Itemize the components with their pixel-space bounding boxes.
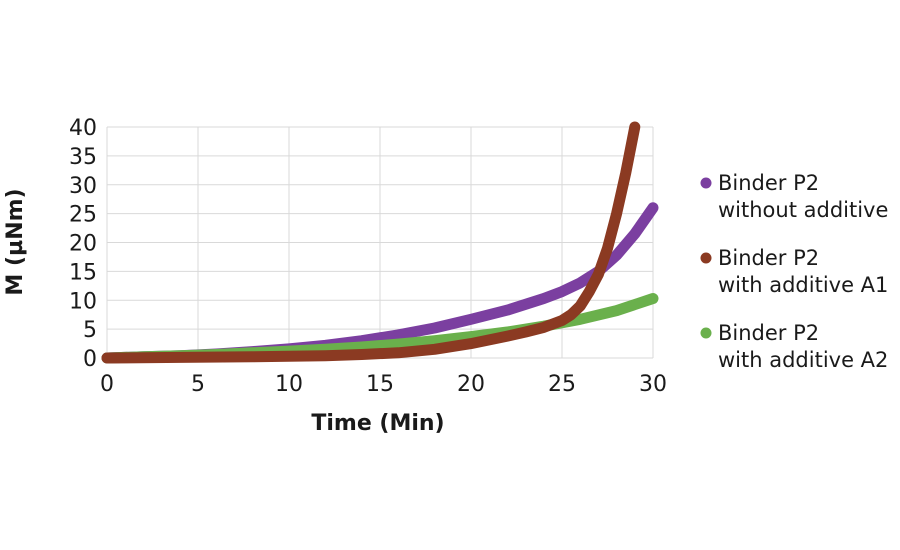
x-tick-label-4: 20: [457, 372, 485, 397]
y-tick-label-8: 40: [69, 116, 97, 141]
y-tick-label-0: 0: [83, 347, 97, 372]
x-axis-ticks: 0 5 10 15 20 25 30: [100, 372, 667, 397]
y-tick-label-4: 20: [69, 232, 97, 257]
x-axis-title: Time (Min): [311, 411, 444, 436]
legend-marker-2: [700, 327, 712, 339]
legend-label-1-1: with additive A1: [718, 273, 888, 297]
legend-marker-1: [700, 252, 712, 264]
x-tick-label-5: 25: [548, 372, 576, 397]
x-tick-label-2: 10: [275, 372, 303, 397]
y-tick-label-1: 5: [83, 318, 97, 343]
y-tick-label-3: 15: [69, 260, 97, 285]
x-tick-label-1: 5: [191, 372, 205, 397]
legend-label-1-0: Binder P2: [718, 246, 819, 270]
legend-marker-0: [700, 177, 712, 189]
series-lines: [101, 121, 659, 364]
legend-label-2-1: with additive A2: [718, 348, 888, 372]
y-tick-label-2: 10: [69, 289, 97, 314]
y-axis-title: M (µNm): [3, 188, 28, 295]
y-tick-label-5: 25: [69, 203, 97, 228]
x-tick-label-0: 0: [100, 372, 114, 397]
y-tick-label-7: 35: [69, 145, 97, 170]
x-tick-label-6: 30: [639, 372, 667, 397]
x-tick-label-3: 15: [366, 372, 394, 397]
legend-label-0-1: without additive: [718, 198, 888, 222]
y-tick-label-6: 30: [69, 174, 97, 199]
legend-label-2-0: Binder P2: [718, 321, 819, 345]
legend-label-0-0: Binder P2: [718, 171, 819, 195]
series-line-1: [101, 121, 641, 364]
y-axis-ticks: 0 5 10 15 20 25 30 35 40: [69, 116, 97, 372]
legend: Binder P2 without additive Binder P2 with a…: [700, 171, 888, 372]
